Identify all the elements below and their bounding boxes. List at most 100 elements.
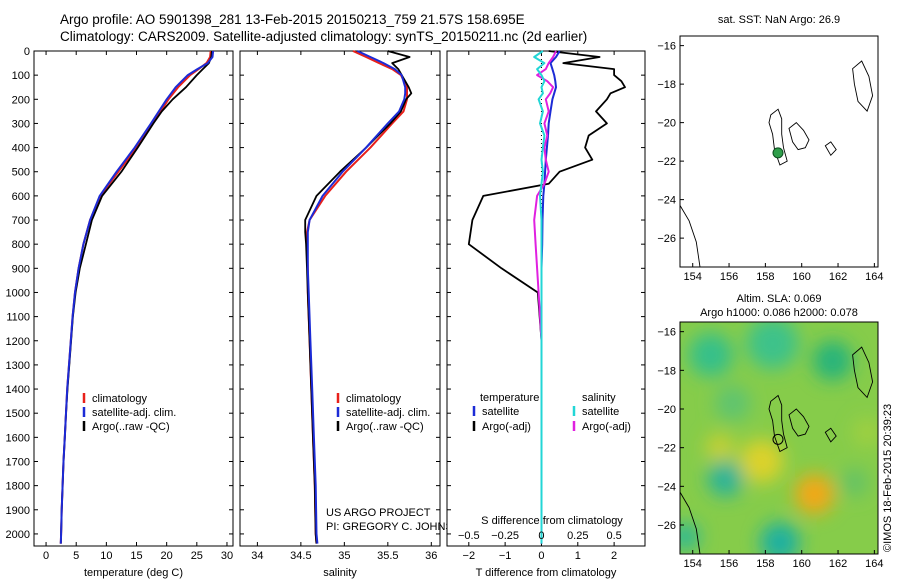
- imos-credit: ©IMOS 18-Feb-2015 20:39:23: [882, 403, 894, 552]
- difference-x-T-ticklabel: −2: [463, 550, 476, 562]
- sst-map-argo-point: [772, 147, 784, 159]
- difference-legend-salinity-header: salinity: [582, 392, 616, 404]
- difference-x-T-ticklabel: 0: [538, 550, 544, 562]
- sst-map-title: sat. SST: NaN Argo: 26.9: [718, 14, 840, 26]
- depth-ticklabel: 900: [12, 263, 30, 275]
- sst-map-yticklabel: −16: [657, 41, 676, 53]
- sla-map-yticklabel: −26: [657, 520, 676, 532]
- title-line-2: Climatology: CARS2009. Satellite-adjuste…: [60, 29, 588, 44]
- sla-map-argo-point: [772, 433, 784, 445]
- sla-heatmap-blob-2: [812, 340, 853, 381]
- sla-map-coastline-4: [679, 490, 701, 555]
- sla-map-yticklabel: −24: [657, 481, 676, 493]
- sla-map-yticklabel: −18: [657, 365, 676, 377]
- sla-map-xticklabel: 164: [865, 558, 883, 570]
- difference-plot-area: [446, 50, 646, 547]
- difference-x-S-ticklabel: −0.5: [458, 530, 480, 542]
- temperature-x-ticklabel: 10: [100, 550, 112, 562]
- sst-map-yticklabel: −24: [657, 195, 676, 207]
- temperature-plot-area: [33, 50, 234, 547]
- sla-heatmap-blob-7: [794, 474, 835, 515]
- sla-heatmap-blob-6: [680, 522, 700, 551]
- depth-ticklabel: 1800: [6, 481, 30, 493]
- sst-map-coastline-4: [679, 203, 701, 268]
- sla-map-xticklabel: 160: [793, 558, 811, 570]
- sst-map-yticklabel: −20: [657, 118, 676, 130]
- sla-heatmap-blob-11: [853, 418, 878, 447]
- sst-map-xticklabel: 156: [720, 271, 738, 283]
- sla-map-xticklabel: 158: [756, 558, 774, 570]
- depth-ticklabel: 1900: [6, 505, 30, 517]
- depth-ticklabel: 1200: [6, 336, 30, 348]
- sla-map-yticklabel: −16: [657, 327, 676, 339]
- salinity-x-ticklabel: 34.5: [290, 550, 311, 562]
- salinity-x-ticklabel: 36: [425, 550, 437, 562]
- depth-ticklabel: 1400: [6, 384, 30, 396]
- salinity-xlabel: salinity: [323, 567, 357, 579]
- sla-heatmap-blob-10: [840, 468, 869, 497]
- temperature-x-ticklabel: 25: [191, 550, 203, 562]
- salinity-legend-climatology-label: climatology: [346, 393, 402, 405]
- sla-map-yticklabel: −22: [657, 443, 676, 455]
- depth-ticklabel: 800: [12, 239, 30, 251]
- temperature-legend-climatology-label: climatology: [92, 393, 148, 405]
- sla-heatmap-blob-8: [739, 439, 784, 484]
- sst-map-xticklabel: 164: [865, 271, 883, 283]
- difference-series-S-satellite: [533, 50, 546, 544]
- difference-xlabel-T: T difference from climatology: [476, 567, 617, 579]
- difference-xlabel-S: S difference from climatology: [481, 515, 623, 527]
- difference-x-T-ticklabel: 2: [611, 550, 617, 562]
- sla-heatmap-blob-0: [688, 332, 733, 377]
- difference-x-T-ticklabel: 1: [575, 550, 581, 562]
- salinity-x-ticklabel: 35: [338, 550, 350, 562]
- credit-pi: PI: GREGORY C. JOHNSON: [326, 521, 469, 533]
- sla-heatmap-blob-9: [705, 433, 734, 462]
- depth-ticklabel: 1300: [6, 360, 30, 372]
- salinity-x-ticklabel: 34: [251, 550, 263, 562]
- difference-legend-S-satellite-label: satellite: [582, 406, 619, 418]
- sla-heatmap-blobs: [680, 322, 878, 554]
- sla-map-xticklabel: 154: [684, 558, 702, 570]
- sla-map-title: Altim. SLA: 0.069: [737, 293, 822, 305]
- sla-heatmap-blob-3: [714, 385, 751, 422]
- difference-legend-T-satellite-label: satellite: [482, 406, 519, 418]
- sst-map-coastline-1: [788, 121, 810, 151]
- depth-ticklabel: 700: [12, 215, 30, 227]
- temperature-series-satellite: [59, 50, 215, 544]
- sst-map-yticklabel: −18: [657, 79, 676, 91]
- difference-x-S-ticklabel: −0.25: [491, 530, 519, 542]
- temperature-x-ticklabel: 15: [130, 550, 142, 562]
- sst-map-coastline-2: [852, 60, 874, 112]
- sla-heatmap-blob-1: [746, 322, 799, 370]
- difference-x-S-ticklabel: 0.5: [606, 530, 621, 542]
- salinity-x-ticklabel: 35.5: [377, 550, 398, 562]
- depth-ticklabel: 1500: [6, 408, 30, 420]
- sla-map-xticklabel: 156: [720, 558, 738, 570]
- depth-ticklabel: 400: [12, 143, 30, 155]
- depth-ticklabel: 1600: [6, 432, 30, 444]
- depth-ticklabel: 500: [12, 167, 30, 179]
- depth-ticklabel: 200: [12, 94, 30, 106]
- difference-x-S-ticklabel: 0: [538, 530, 544, 542]
- temperature-x-ticklabel: 5: [73, 550, 79, 562]
- salinity-series-satellite: [306, 50, 407, 544]
- difference-legend-T-argo-label: Argo(-adj): [482, 421, 531, 433]
- depth-ticklabel: 0: [24, 46, 30, 58]
- depth-ticklabel: 1100: [6, 312, 30, 324]
- sst-map-yticklabel: −26: [657, 233, 676, 245]
- sst-map-yticklabel: −22: [657, 156, 676, 168]
- temperature-x-ticklabel: 0: [43, 550, 49, 562]
- sla-map-xticklabel: 162: [829, 558, 847, 570]
- sla-heatmap-blob-4: [707, 460, 744, 497]
- difference-x-T-ticklabel: −1: [499, 550, 512, 562]
- sst-map-coastline-0: [768, 108, 788, 166]
- temperature-xlabel: temperature (deg C): [84, 567, 183, 579]
- sla-heatmap: [680, 322, 878, 554]
- depth-ticklabel: 300: [12, 118, 30, 130]
- difference-legend-S-argo-label: Argo(-adj): [582, 421, 631, 433]
- difference-x-S-ticklabel: 0.25: [567, 530, 588, 542]
- sst-map-xticklabel: 160: [793, 271, 811, 283]
- salinity-plot-area: [239, 50, 441, 547]
- sla-map-coastline-2: [852, 346, 874, 399]
